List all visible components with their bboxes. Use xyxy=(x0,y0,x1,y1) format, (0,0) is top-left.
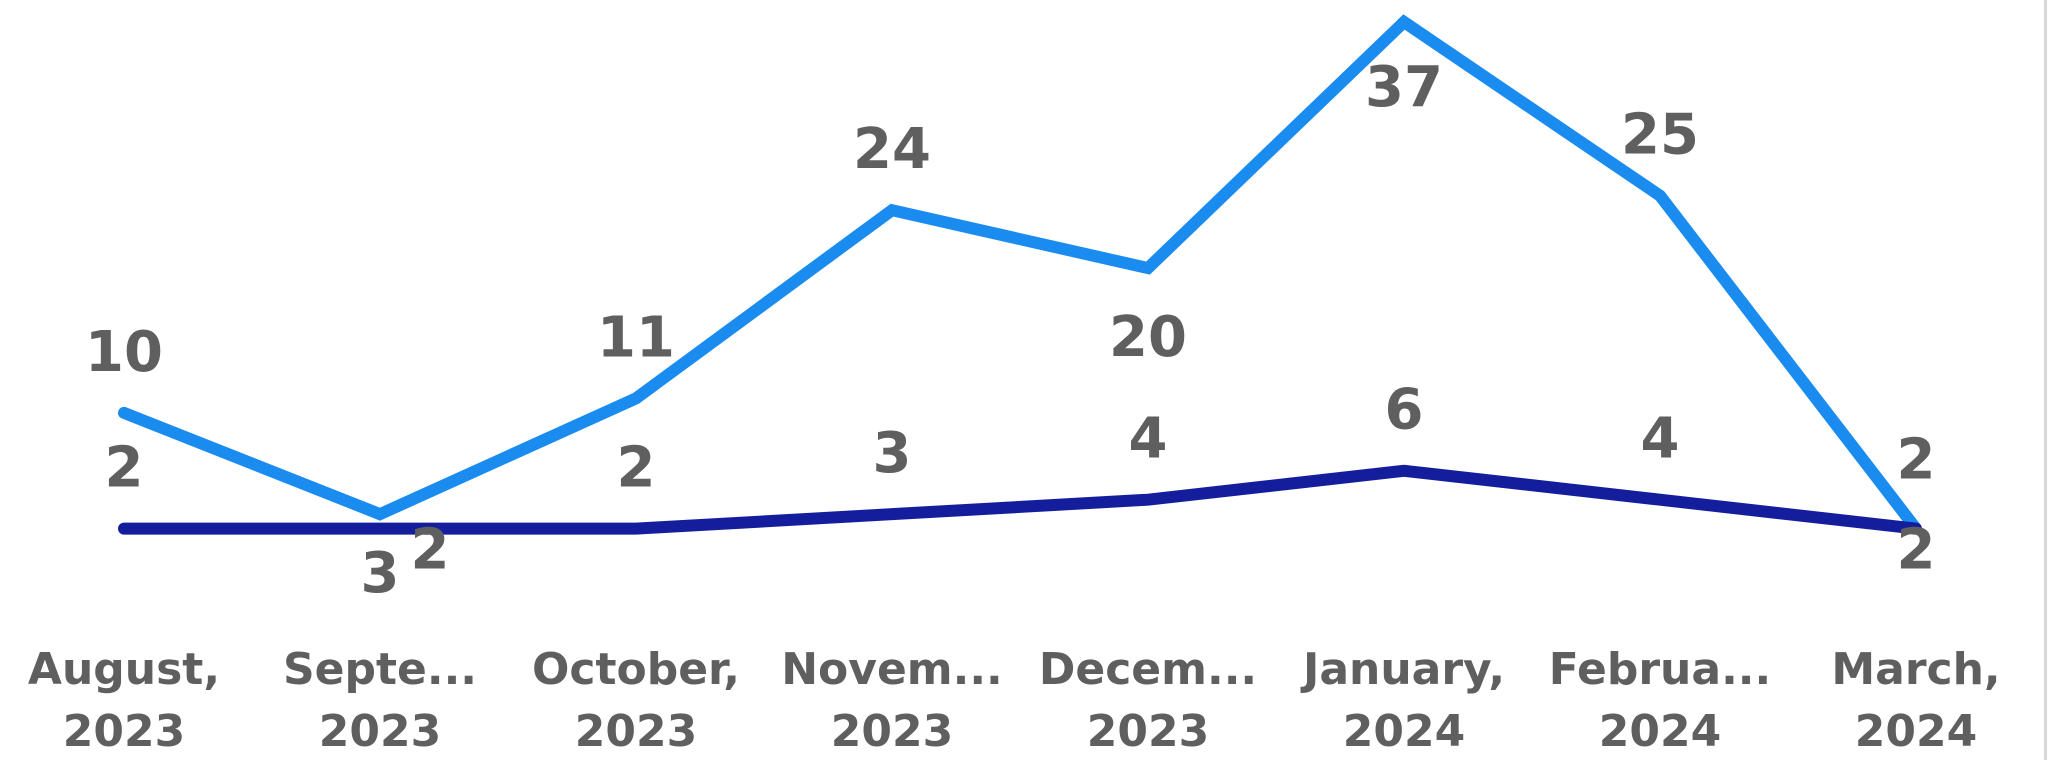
data-label-s2-6: 4 xyxy=(1641,407,1680,472)
x-tick-label-2-line-2: 2023 xyxy=(575,706,697,757)
data-label-s2-1: 2 xyxy=(411,518,450,583)
x-tick-label-4-line-1: Decem... xyxy=(1039,644,1257,695)
x-tick-label-2-line-1: October, xyxy=(532,644,740,695)
x-tick-label-5-line-1: January, xyxy=(1300,644,1505,695)
series-line-1 xyxy=(118,14,1922,535)
data-label-s1-5: 37 xyxy=(1365,55,1443,120)
x-tick-label-3-line-1: Novem... xyxy=(781,644,1003,695)
x-tick-label-7-line-1: March, xyxy=(1831,644,2000,695)
data-label-s1-0: 10 xyxy=(85,320,163,385)
data-label-s2-5: 6 xyxy=(1385,378,1424,443)
x-tick-label-5-line-2: 2024 xyxy=(1343,706,1465,757)
data-label-s1-6: 25 xyxy=(1621,103,1699,168)
x-tick-label-1-line-1: Septe... xyxy=(283,644,477,695)
x-tick-label-4-line-2: 2023 xyxy=(1087,706,1209,757)
data-label-s1-4: 20 xyxy=(1109,305,1187,370)
x-tick-label-0-line-1: August, xyxy=(28,644,220,695)
x-tick-label-7-line-2: 2024 xyxy=(1855,706,1977,757)
data-label-s1-2: 11 xyxy=(597,305,675,370)
panel-edge-divider xyxy=(2044,0,2047,760)
data-label-s2-7: 2 xyxy=(1897,518,1936,583)
data-label-s1-1: 3 xyxy=(361,541,400,606)
data-label-s2-3: 3 xyxy=(873,421,912,486)
series-line-2 xyxy=(118,464,1922,535)
data-label-s1-3: 24 xyxy=(853,117,931,182)
data-label-s2-0: 2 xyxy=(105,436,144,501)
data-label-s2-4: 4 xyxy=(1129,407,1168,472)
data-label-s2-2: 2 xyxy=(617,436,656,501)
data-label-s1-7: 2 xyxy=(1897,428,1936,493)
x-tick-label-6-line-1: Februa... xyxy=(1549,644,1771,695)
x-tick-label-6-line-2: 2024 xyxy=(1599,706,1721,757)
x-tick-label-0-line-2: 2023 xyxy=(63,706,185,757)
x-tick-label-1-line-2: 2023 xyxy=(319,706,441,757)
x-tick-label-3-line-2: 2023 xyxy=(831,706,953,757)
